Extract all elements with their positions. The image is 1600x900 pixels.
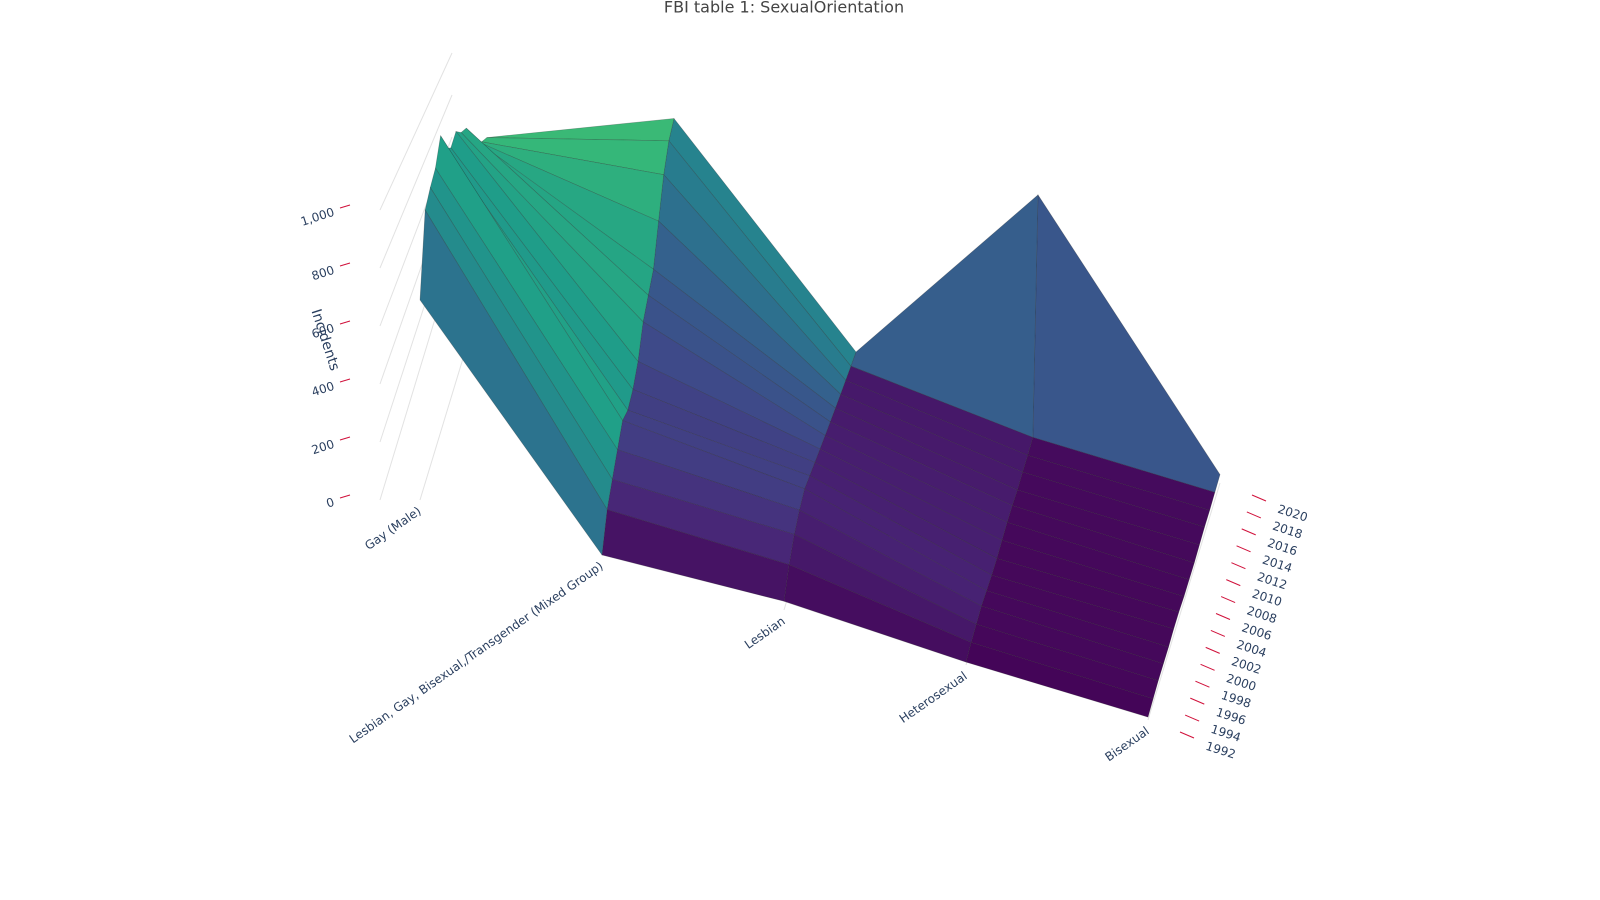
z-tick	[339, 320, 351, 325]
grid-line	[1147, 482, 1221, 721]
y-tick	[1200, 663, 1215, 671]
grid-line	[379, 94, 453, 269]
surface-cell	[1022, 454, 1211, 528]
z-tick-label: 1,000	[299, 205, 336, 229]
surface-cell	[486, 118, 675, 142]
z-tick-label: 800	[310, 263, 336, 283]
z-tick-label: 400	[310, 379, 336, 399]
y-tick	[1236, 545, 1251, 553]
surface-cell	[783, 564, 972, 663]
grid-line	[379, 52, 453, 211]
surface-cell	[1032, 193, 1221, 493]
y-tick	[1241, 528, 1256, 536]
chart-title: FBI table 1: SexualOrientation	[664, 0, 904, 17]
z-tick	[339, 262, 351, 267]
y-tick	[1205, 646, 1220, 654]
z-tick	[339, 436, 351, 441]
surface-cell	[419, 209, 608, 556]
x-tick-label: Bisexual	[1102, 724, 1151, 764]
surface	[419, 117, 1221, 718]
y-tick	[1179, 731, 1195, 739]
y-tick	[1210, 629, 1226, 637]
z-tick	[339, 494, 351, 499]
y-tick	[1251, 494, 1267, 502]
y-tick	[1246, 511, 1262, 519]
z-tick-label: 200	[310, 437, 336, 457]
y-tick	[1195, 680, 1210, 688]
y-tick	[1226, 579, 1241, 587]
x-tick-label: Lesbian, Gay, Bisexual,/Transgender (Mix…	[347, 559, 606, 746]
x-tick-label: Gay (Male)	[362, 504, 424, 553]
x-tick-label: Lesbian	[742, 614, 788, 652]
z-tick-label: 0	[324, 495, 336, 511]
z-tick	[339, 378, 351, 383]
y-tick	[1184, 714, 1200, 722]
z-tick	[339, 204, 351, 209]
x-tick-label: Heterosexual	[897, 669, 970, 726]
y-tick	[1231, 562, 1246, 570]
y-tick	[1215, 613, 1231, 620]
z-tick-label: 600	[310, 321, 336, 341]
y-tick	[1190, 697, 1205, 705]
y-tick	[1220, 596, 1236, 604]
